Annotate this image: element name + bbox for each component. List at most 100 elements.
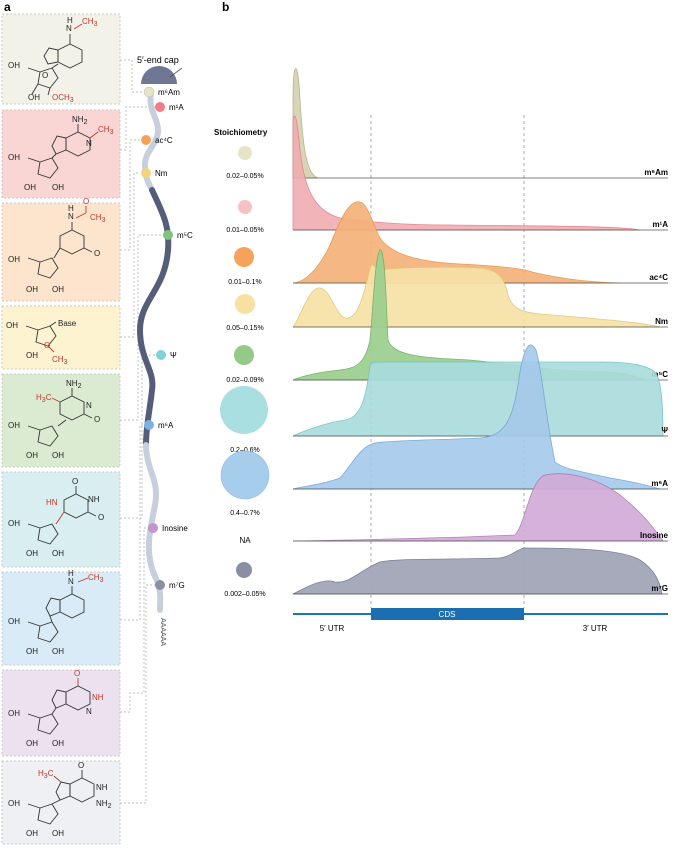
- s9-nh2: NH2: [96, 799, 112, 810]
- s1-c5: [27, 67, 41, 73]
- s6-o1: O: [72, 477, 78, 486]
- structure-psi: [27, 486, 97, 545]
- s4-c5: [25, 325, 39, 331]
- s1-methyl: [73, 23, 83, 30]
- s4-base: Base: [58, 319, 77, 328]
- s5-c5: [27, 425, 41, 431]
- s9-oh-5: OH: [8, 799, 20, 808]
- s2-n: N: [86, 139, 92, 148]
- s2-oh-3: OH: [24, 183, 36, 192]
- chem-structures: [25, 23, 99, 825]
- legend-circle-m1a: [238, 200, 252, 214]
- cds-label: CDS: [439, 610, 456, 619]
- s7-glyco: [49, 615, 53, 623]
- s5-oh-5: OH: [8, 421, 20, 430]
- s5-glyco: [57, 419, 67, 427]
- connector-m5c: [120, 234, 162, 421]
- legend-circle-m6a: [220, 450, 270, 500]
- s8-oh-2: OH: [52, 739, 64, 748]
- s8-oh-3: OH: [26, 739, 38, 748]
- s3-acetyl: [75, 212, 87, 219]
- s1-n: N: [66, 24, 72, 33]
- panel-b-label: b: [222, 0, 229, 14]
- structure-box-m7g: [1, 760, 121, 845]
- s7-oh-5: OH: [8, 617, 20, 626]
- s6-c5: [27, 523, 41, 529]
- polya-tail: AAAAAA: [159, 618, 166, 646]
- ridge-label-m5c: m⁵C: [651, 370, 668, 379]
- connector-inosine: [120, 527, 148, 713]
- s1-5prime: [31, 83, 39, 95]
- connector-nm: [120, 172, 139, 338]
- utr5-label: 5′ UTR: [320, 624, 345, 633]
- s3-oh-3: OH: [26, 285, 38, 294]
- structure-box-m6a: [1, 571, 121, 666]
- legend-label-m6am: 0.02–0.05%: [226, 173, 263, 180]
- s3-c5: [27, 257, 41, 263]
- s4-base-bond: [49, 321, 57, 327]
- s2-ribose: [37, 157, 59, 179]
- structure-m5c: [27, 388, 93, 447]
- ridge-inosine: [292, 473, 664, 542]
- mod-label-m6am: m⁶Am: [158, 88, 180, 97]
- connector-lines: [120, 59, 162, 804]
- s5-n: N: [86, 401, 92, 410]
- mod-dot-m6a: [144, 420, 154, 430]
- stoichiometry-legend: Stoichiometry 0.02–0.05% 0.01–0.05% 0.01…: [214, 128, 270, 598]
- s4-ch3: CH3: [52, 355, 68, 366]
- s5-c2o: [83, 413, 93, 419]
- s7-oh-2: OH: [52, 647, 64, 656]
- cds-box: [371, 608, 524, 620]
- s8-oh-5: OH: [8, 709, 20, 718]
- s4-ribose: [35, 325, 57, 347]
- s4-oh-3: OH: [26, 351, 38, 360]
- s6-oh-3: OH: [26, 549, 38, 558]
- connector-m6a: [120, 424, 144, 621]
- s9-oh-3: OH: [26, 829, 38, 838]
- ridge-label-m7g: m⁷G: [651, 584, 668, 593]
- s5-methyl: [51, 397, 61, 403]
- s6-oh-5: OH: [8, 519, 20, 528]
- chem-labels: N H CH3 OH OH OCH3 O NH2 CH3 OH OH OH N …: [6, 16, 114, 838]
- mod-dot-m6am: [143, 86, 155, 98]
- s2-imidazole: [51, 135, 67, 155]
- s3-ribose: [37, 257, 59, 279]
- legend-label-m6a: 0.4–0.7%: [230, 510, 260, 517]
- s2-glyco: [51, 153, 57, 159]
- s6-c4o: [87, 511, 97, 517]
- legend-title: Stoichiometry: [214, 128, 268, 137]
- legend-label-m5c: 0.02–0.09%: [226, 377, 263, 384]
- s7-c5: [27, 621, 41, 627]
- mod-label-m1a: m¹A: [169, 103, 184, 112]
- s6-ribose: [37, 523, 59, 545]
- s6-hn: HN: [46, 498, 58, 507]
- s1-3oh: [47, 87, 51, 96]
- s3-oh-2: OH: [52, 285, 64, 294]
- s8-glyco: [51, 707, 57, 715]
- s1-och3: OCH3: [52, 93, 74, 104]
- panel-a-label: a: [4, 0, 11, 14]
- ridge-ac4c: [292, 201, 621, 284]
- mrna-5utr: [141, 90, 162, 193]
- legend-label-inosine: NA: [239, 536, 251, 545]
- s7-ch3: CH3: [88, 573, 104, 584]
- s3-oh-5: OH: [8, 255, 20, 264]
- s4-o: O: [44, 341, 50, 350]
- structure-m6a: [27, 577, 89, 643]
- cap-icon: [141, 66, 177, 84]
- s8-c5: [27, 713, 41, 719]
- s5-oh-3: OH: [26, 451, 38, 460]
- legend-circle-nm: [235, 294, 255, 314]
- cap-pointer: [169, 67, 183, 78]
- mod-dot-m1a: [155, 102, 165, 112]
- mod-label-nm: Nm: [155, 169, 168, 178]
- s5-oh-2: OH: [52, 451, 64, 460]
- s9-ribose: [37, 803, 59, 825]
- s2-methyl: [89, 131, 99, 139]
- mod-dot-nm: [141, 168, 151, 178]
- s9-glyco: [51, 799, 61, 805]
- structure-inosine: [27, 678, 91, 735]
- s1-oh-3: OH: [28, 93, 40, 102]
- legend-circle-ac4c: [234, 247, 254, 267]
- s1-h: H: [67, 16, 73, 25]
